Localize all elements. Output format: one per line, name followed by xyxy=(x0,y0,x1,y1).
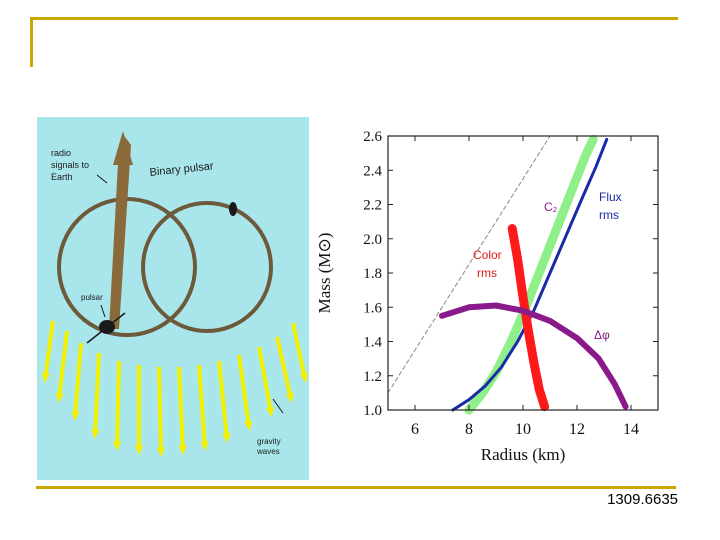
binary-pulsar-drawing xyxy=(37,117,309,480)
gravity-wave-arrow xyxy=(177,366,185,452)
gravity-wave-arrow xyxy=(275,336,293,400)
y-tick-label: 1.4 xyxy=(363,335,382,351)
annotation-color: Color xyxy=(473,248,502,262)
gravity-wave-arrow xyxy=(157,366,163,454)
gravity-wave-arrow xyxy=(257,346,273,414)
gravity-wave-arrow xyxy=(43,320,55,380)
gravity-wave-arrows xyxy=(41,320,308,457)
gravity-wave-arrow xyxy=(93,352,101,436)
companion-star-icon xyxy=(229,202,237,216)
gravity-wave-arrow xyxy=(57,330,69,400)
y-tick-label: 1.2 xyxy=(363,369,382,385)
y-tick-label: 2.2 xyxy=(363,198,382,214)
gravity-wave-arrow xyxy=(73,342,83,418)
gravity-wave-arrowhead xyxy=(134,445,144,455)
gravity-wave-arrowhead xyxy=(200,441,209,451)
slide-frame-bottom-rule xyxy=(36,486,676,489)
x-tick-label: 12 xyxy=(569,421,585,438)
series-line-1 xyxy=(451,137,609,412)
radio-signals-label: radio signals to Earth xyxy=(51,148,90,182)
annotation-dphi: Δφ xyxy=(594,328,610,342)
gravity-wave-arrow xyxy=(217,360,229,440)
series-line-3 xyxy=(439,302,629,410)
gravity-wave-arrowhead xyxy=(265,406,275,417)
gravity-wave-arrowhead xyxy=(285,392,294,403)
binary-pulsar-illustration: radio signals to Earth Binary pulsar pul… xyxy=(37,117,309,480)
slide-frame-top-rule xyxy=(30,17,678,20)
y-tick-label: 2.4 xyxy=(363,163,382,179)
gravity-wave-arrowhead xyxy=(71,411,80,421)
y-tick-label: 1.8 xyxy=(363,266,382,282)
annotation-c2: C₂ xyxy=(544,200,558,214)
gravity-wave-arrow xyxy=(291,322,307,380)
gravity-wave-arrowhead xyxy=(178,445,187,455)
gravity-wave-arrowhead xyxy=(112,441,122,451)
x-tick-label: 8 xyxy=(465,421,473,438)
gravity-wave-arrowhead xyxy=(244,420,253,431)
pulsar-pointer xyxy=(100,304,106,318)
reference-id: 1309.6635 xyxy=(607,491,678,508)
y-tick-label: 2.0 xyxy=(363,232,382,248)
gravity-waves-pointer xyxy=(272,398,284,414)
gravity-wave-arrow xyxy=(197,364,207,448)
y-axis-label: Mass (M⊙) xyxy=(318,233,334,314)
radio-signals-pointer xyxy=(96,174,108,184)
gravity-wave-arrow xyxy=(115,360,121,448)
y-tick-label: 1.0 xyxy=(363,403,382,419)
gravity-wave-arrowhead xyxy=(156,447,166,457)
radio-beam-arrowhead xyxy=(113,131,133,165)
pulsar-label: pulsar xyxy=(81,293,103,302)
x-tick-label: 10 xyxy=(515,421,531,438)
pulsar-axis-line xyxy=(86,312,126,344)
gravity-wave-arrowhead xyxy=(222,432,231,443)
gravity-wave-arrowhead xyxy=(91,429,100,439)
annotation-flux: Flux xyxy=(599,190,622,204)
series-line-4 xyxy=(387,135,551,394)
plot-series-group xyxy=(387,134,629,415)
annotation-color-rms: rms xyxy=(477,266,497,280)
x-tick-label: 14 xyxy=(623,421,639,438)
mass-radius-chart: 6 8 10 12 14 1.0 1.2 1.4 1.6 1.8 2.0 2.2 2.4 2.6 Radi… xyxy=(318,126,678,476)
x-axis-label: Radius (km) xyxy=(481,445,566,464)
series-line-2 xyxy=(507,224,550,412)
y-tick-label: 1.6 xyxy=(363,300,382,316)
gravity-wave-arrowhead xyxy=(299,372,308,383)
y-tick-label: 2.6 xyxy=(363,129,382,145)
gravity-wave-arrowhead xyxy=(55,392,64,403)
slide-frame-left-rule xyxy=(30,17,33,67)
pulsar-orbit-right xyxy=(141,201,273,333)
mass-radius-plot: 6 8 10 12 14 1.0 1.2 1.4 1.6 1.8 2.0 2.2 2.4 2.6 Radi… xyxy=(318,129,659,464)
gravity-wave-arrowhead xyxy=(41,372,50,383)
gravity-wave-arrow xyxy=(237,354,251,428)
x-tick-label: 6 xyxy=(411,421,419,438)
radio-beam xyxy=(109,137,131,329)
gravity-waves-label: gravity waves xyxy=(257,437,281,456)
axis-ticks: 6 8 10 12 14 1.0 1.2 1.4 1.6 1.8 2.0 2.2 2.4 2.6 xyxy=(363,129,658,438)
annotation-flux-rms: rms xyxy=(599,208,619,222)
